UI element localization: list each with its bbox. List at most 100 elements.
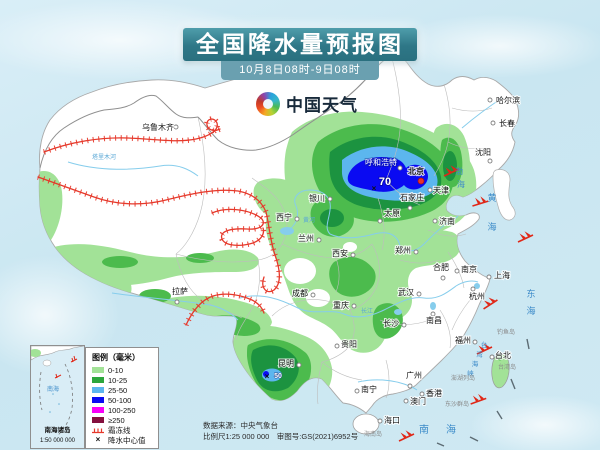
river-yellow [285,189,459,252]
legend-label: 10-25 [108,375,128,385]
city-label: 武汉 [398,287,414,297]
city-dot [350,252,356,258]
wind-barb-icon [476,343,493,355]
city-dot [487,97,493,103]
city-dot [432,218,438,224]
city-dot [419,391,425,397]
city-label: 长春 [499,118,515,128]
precip-blob-liaoning-dark [443,151,457,181]
inset-scale: 1:50 000 000 [39,438,76,444]
city-dot [440,275,446,281]
precip-blob [139,289,171,303]
sea-label: 海 [472,359,479,368]
city-label: 沈阳 [475,147,491,157]
city-label: 上海 [494,270,510,280]
frost-line [185,293,265,326]
city-dot [489,354,495,360]
city-label: 西宁 [276,212,292,222]
legend-chip [92,367,104,373]
city-label: 成都 [292,288,308,298]
island-label: 澎湖列岛 [451,374,475,382]
legend-title: 图例（毫米） [92,353,140,362]
precip-blob-north-blue50 [347,156,428,192]
logo-text: 中国天气 [286,96,358,115]
lake-poyang [430,302,436,310]
sea-label: 海 [446,423,456,436]
city-dot [377,418,383,424]
city-dot [407,383,413,389]
city-label: 郑州 [395,245,411,255]
legend-chip [92,377,104,383]
sea-label: 海 [457,179,465,189]
city-label: 海口 [384,415,400,425]
legend-chip [92,397,104,403]
city-label: 重庆 [333,300,349,310]
city-dot [294,216,300,222]
wind-barb-icon [443,165,460,177]
river-yarlung [111,292,239,321]
river-label: 黄河 [303,216,315,224]
city-dot [470,286,476,292]
precip-blob-innermongolia-west [253,178,307,220]
precip-blob-yunnan-blue50 [263,371,269,377]
sea-label: 南 [419,423,429,436]
precip-center-value: 70 [379,176,391,188]
river-yangtze [239,280,479,318]
frost-line [43,118,221,153]
city-dot [401,322,407,328]
city-label: 台北 [495,350,511,360]
city-dot [334,343,340,349]
city-dot [427,187,433,193]
precip-center-mark: × [372,184,377,193]
city-label: 西安 [332,248,348,258]
inset-wind-barb [70,355,78,363]
city-label: 贵阳 [341,339,357,349]
city-dot [486,274,492,280]
legend-label: ≥250 [108,415,125,425]
city-label: 北京 [408,166,424,176]
sea-boundary-dash [510,378,516,390]
sea-boundary-dash [436,442,445,447]
inset-sea-label: 南海 [47,385,59,393]
legend-label: 100-250 [108,405,136,415]
legend-row: 10-25 [92,375,153,385]
city-label: 南昌 [426,315,442,325]
city-dot [174,299,180,305]
precip-blob-yunnan-dark [251,345,299,392]
city-label: 香港 [426,388,442,398]
sea-label: 渤 [455,166,463,176]
inset-islet [49,411,51,413]
city-dot [490,120,496,126]
city-dot [310,292,316,298]
legend-label: 降水中心值 [108,435,146,445]
city-dot [407,205,413,211]
city-dot [416,291,422,297]
sea-boundary-dash [526,338,530,350]
precip-blob-shaanxi-mid [329,256,376,297]
legend-row-frost: 霜冻线 [92,425,153,435]
legend-box: 图例（毫米） 0-10 10-25 25-50 50-100 100-250 ≥… [85,347,159,449]
precip-hole [306,289,330,307]
city-dot [316,237,322,243]
taiwan-island [491,353,510,389]
precip-center-value: 50 [274,373,282,380]
legend-label: 50-100 [108,395,132,405]
legend-row: 25-50 [92,385,153,395]
legend-row: ≥250 [92,415,153,425]
title-banner: 全国降水量预报图 10月8日08时-9日08时 [183,28,417,80]
precip-center-mark: × [265,372,270,381]
legend-label: 0-10 [108,365,124,375]
frost-line [211,208,265,246]
city-label: 昆明 [278,359,294,368]
city-label: 广州 [406,370,422,380]
city-dot [403,398,409,404]
city-dot [173,124,179,130]
river-songhua [461,97,503,129]
frost-line [37,176,281,293]
river-label: 长江 [361,307,373,315]
legend-label: 25-50 [108,385,128,395]
lake-taihu [474,283,480,289]
sea-label: 海 [487,221,496,232]
